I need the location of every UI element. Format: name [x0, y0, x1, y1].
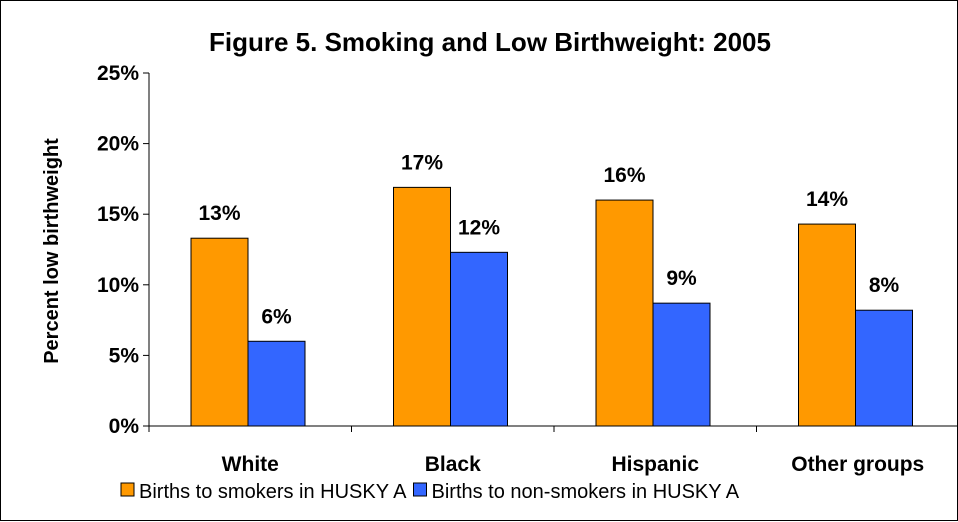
y-tick-label: 25% [97, 62, 139, 85]
y-tick-label: 10% [97, 274, 139, 297]
bar-non-smokers-white [247, 340, 306, 427]
bar-non-smokers-black [450, 251, 508, 427]
data-label: 6% [261, 305, 292, 328]
x-tick-label: White [222, 453, 279, 476]
x-tick-label: Hispanic [611, 453, 699, 476]
y-tick-label: 0% [109, 415, 140, 438]
x-tick-label: Other groups [791, 453, 924, 476]
legend-swatch [413, 482, 427, 497]
bar-smokers-other-groups [798, 223, 856, 427]
bar-non-smokers-hispanic [652, 302, 711, 427]
y-tick-label: 5% [109, 344, 140, 367]
data-label: 12% [458, 216, 500, 239]
x-axis-ticks: White Black Hispanic Other groups [148, 426, 924, 476]
bars [190, 186, 913, 427]
y-tick-label: 15% [97, 203, 139, 226]
data-label: 8% [869, 274, 900, 297]
data-label: 17% [401, 151, 443, 174]
data-label: 14% [806, 188, 848, 211]
y-axis-label: Percent low birthweight [41, 138, 63, 364]
y-tick-label: 20% [97, 133, 139, 156]
legend: Births to smokers in HUSKY A Births to no… [120, 481, 740, 503]
data-label: 13% [198, 202, 240, 225]
bar-non-smokers-other-groups [855, 309, 913, 427]
legend-swatch [120, 482, 135, 497]
data-label: 9% [666, 267, 697, 290]
x-tick-label: Black [425, 453, 481, 476]
data-labels: 13% 6% 17% 12% 16% 9% 14% 8% [198, 151, 899, 328]
bar-smokers-white [190, 237, 249, 427]
axes [148, 73, 958, 427]
chart-title: Figure 5. Smoking and Low Birthweight: 2… [209, 27, 771, 57]
bar-smokers-hispanic [595, 199, 654, 427]
data-label: 16% [603, 164, 645, 187]
bar-smokers-black [393, 186, 451, 427]
y-axis-ticks: 0% 5% 10% 15% 20% 25% [97, 62, 149, 438]
legend-label: Births to smokers in HUSKY A [139, 481, 407, 503]
legend-label: Births to non-smokers in HUSKY A [432, 481, 740, 503]
